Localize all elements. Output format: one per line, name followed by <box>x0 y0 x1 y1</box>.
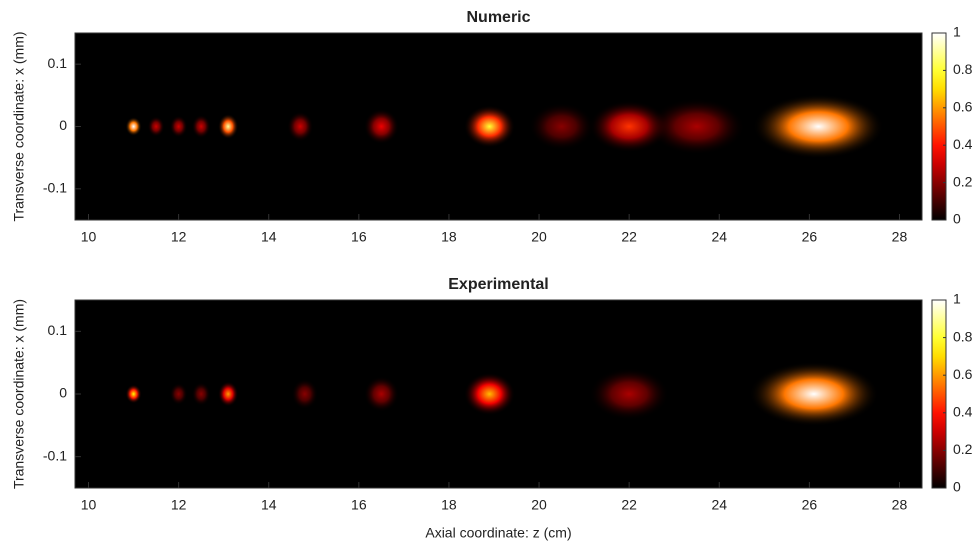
intensity-spot <box>363 108 399 145</box>
x-tick-label: 10 <box>81 229 97 245</box>
intensity-spot <box>589 100 670 153</box>
colorbar-tick-label: 0.2 <box>953 441 973 457</box>
colorbar-tick-label: 0.8 <box>953 328 973 344</box>
y-axis-label: Transverse coordinate: x (mm) <box>11 299 27 489</box>
heatmap-area <box>125 94 884 159</box>
y-tick-label: -0.1 <box>43 447 67 463</box>
intensity-spot <box>147 116 165 137</box>
x-tick-label: 22 <box>621 229 637 245</box>
intensity-spot <box>169 383 188 405</box>
y-tick-label: 0 <box>59 117 67 133</box>
intensity-spot <box>218 113 239 140</box>
colorbar-tick-label: 1 <box>953 291 961 307</box>
heatmap-area <box>125 361 879 427</box>
intensity-spot <box>748 361 879 427</box>
y-tick-label: 0.1 <box>48 322 68 338</box>
intensity-spot <box>752 94 884 159</box>
intensity-spot <box>125 384 142 404</box>
colorbar-tick-label: 0.4 <box>953 136 973 152</box>
colorbar-tick-label: 0 <box>953 479 961 495</box>
x-tick-label: 28 <box>892 497 908 513</box>
intensity-spot <box>218 381 239 407</box>
intensity-spot <box>191 382 211 406</box>
x-tick-label: 28 <box>892 229 908 245</box>
colorbar <box>931 32 947 221</box>
x-tick-label: 18 <box>441 497 457 513</box>
x-tick-label: 20 <box>531 497 547 513</box>
chart-title: Experimental <box>448 276 548 293</box>
intensity-spot <box>589 367 670 421</box>
intensity-spot <box>169 115 188 138</box>
intensity-spot <box>363 376 399 412</box>
colorbar-tick-label: 0.6 <box>953 366 973 382</box>
x-tick-label: 22 <box>621 497 637 513</box>
intensity-spot <box>648 98 745 155</box>
x-tick-label: 24 <box>711 497 727 513</box>
x-tick-label: 20 <box>531 229 547 245</box>
x-tick-label: 16 <box>351 497 367 513</box>
colorbar-tick-label: 0 <box>953 211 961 227</box>
x-tick-label: 16 <box>351 229 367 245</box>
colorbar-tick-label: 0.6 <box>953 99 973 115</box>
x-tick-label: 10 <box>81 497 97 513</box>
intensity-spot <box>463 372 516 416</box>
intensity-spot <box>287 111 314 142</box>
intensity-spot <box>125 117 142 136</box>
colorbar-tick-label: 0.4 <box>953 404 973 420</box>
y-tick-label: -0.1 <box>43 180 67 196</box>
intensity-spot <box>191 114 211 139</box>
intensity-spot <box>463 105 516 148</box>
x-tick-label: 14 <box>261 497 277 513</box>
colorbar-tick-label: 1 <box>953 24 961 40</box>
y-tick-label: 0 <box>59 385 67 401</box>
chart-title: Numeric <box>466 9 530 26</box>
x-tick-label: 12 <box>171 497 187 513</box>
x-tick-label: 26 <box>802 497 818 513</box>
x-tick-label: 14 <box>261 229 277 245</box>
colorbar-tick-label: 0.2 <box>953 173 973 189</box>
y-axis-label: Transverse coordinate: x (mm) <box>11 31 27 221</box>
colorbar-tick-label: 0.8 <box>953 61 973 77</box>
x-tick-label: 24 <box>711 229 727 245</box>
x-tick-label: 18 <box>441 229 457 245</box>
x-tick-label: 12 <box>171 229 187 245</box>
y-tick-label: 0.1 <box>48 55 68 71</box>
x-tick-label: 26 <box>802 229 818 245</box>
colorbar <box>931 299 947 489</box>
x-axis-label: Axial coordinate: z (cm) <box>425 525 571 541</box>
intensity-spot <box>529 102 595 151</box>
intensity-spot <box>291 378 318 410</box>
